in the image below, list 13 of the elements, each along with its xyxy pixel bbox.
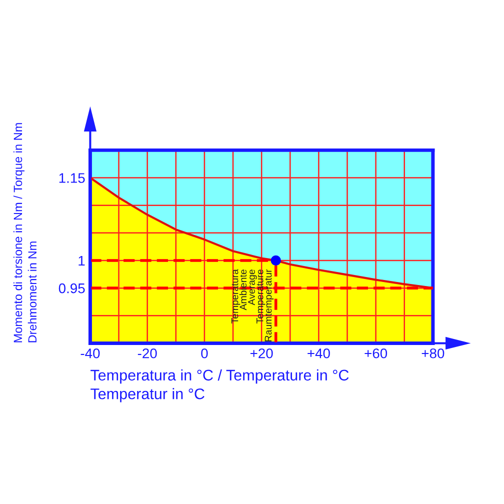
x-tick-label: -20 — [138, 348, 157, 358]
ref-line-label: Temperatura Ambiente Average Temperature Raumtemperatur — [231, 269, 274, 342]
y-tick-label: 1.15 — [59, 173, 85, 183]
x-tick-label: -40 — [80, 348, 100, 358]
x-axis-title: Temperatura in °C / Temperature in °C Temperatur in °C — [90, 369, 349, 402]
x-tick-label: 0 — [201, 348, 208, 358]
y-tick-label: 1 — [78, 256, 85, 266]
x-tick-label: +20 — [250, 348, 273, 358]
x-tick-label: +60 — [364, 348, 388, 358]
x-tick-label: +80 — [422, 348, 444, 358]
y-tick-label: 0.95 — [58, 283, 85, 294]
x-tick-label: +40 — [308, 348, 330, 358]
y-axis-title: Momento di torsione in Nm / Torque in Nm Drehmoment in Nm — [13, 123, 37, 342]
